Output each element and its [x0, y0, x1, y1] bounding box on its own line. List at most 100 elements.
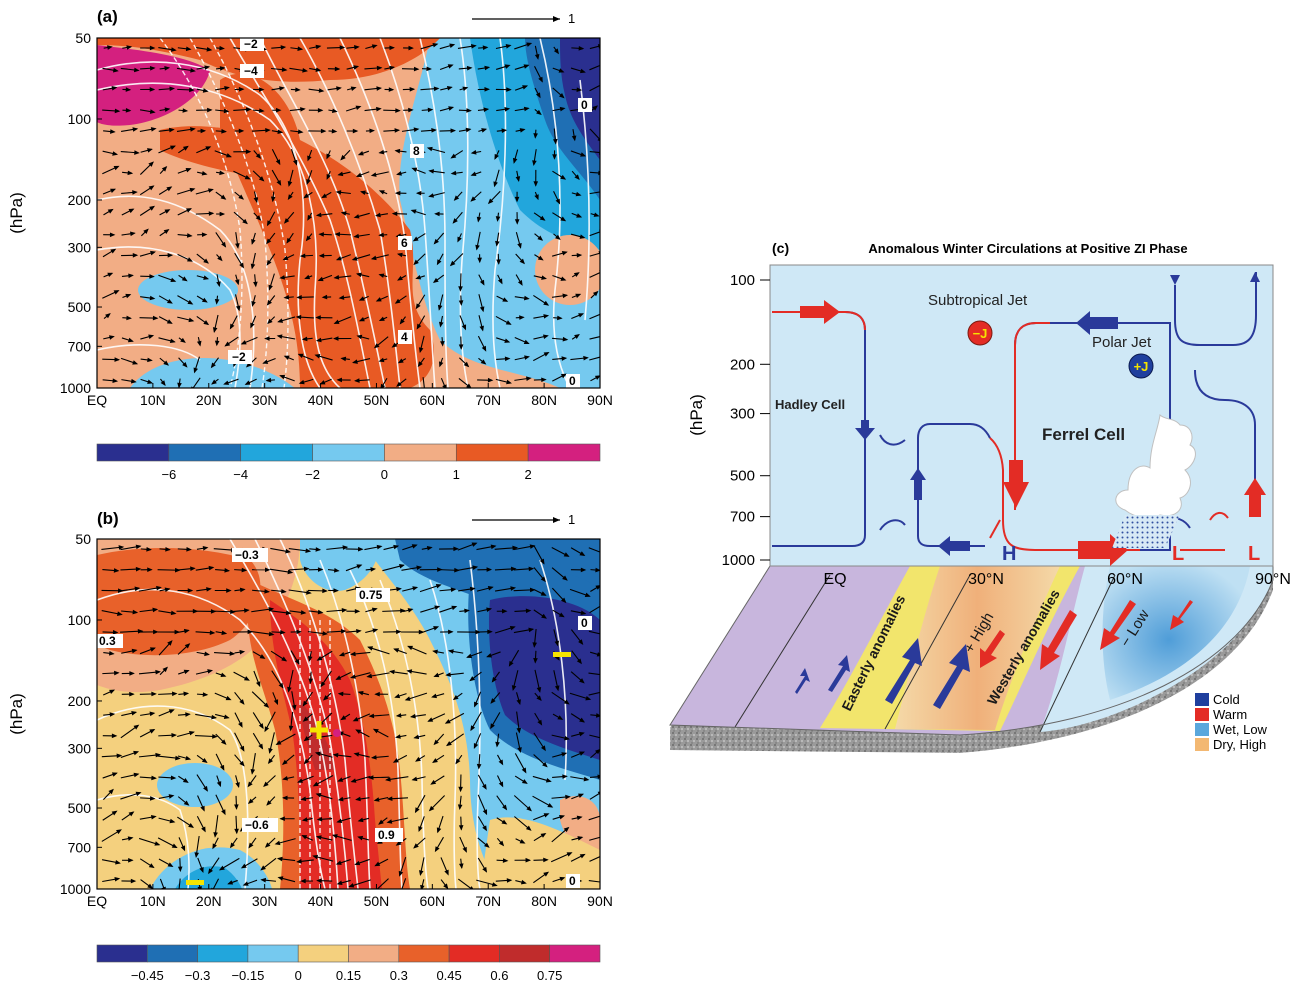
minus-marker [186, 880, 204, 885]
y-tick-label: 200 [68, 693, 92, 709]
y-tick-label: 1000 [722, 552, 755, 569]
panel-b: (b) 1 [7, 509, 613, 983]
y-tick-label: 700 [68, 839, 92, 855]
colorbar-tick-label: 0.75 [537, 968, 562, 983]
y-tick-label: 50 [75, 30, 91, 46]
contour-label: 0 [569, 374, 576, 388]
contour-label: 6 [401, 236, 408, 250]
colorbar-swatch [384, 443, 457, 462]
x-tick-label: 50N [364, 392, 390, 408]
colorbar-swatch [96, 944, 148, 963]
x-tick-label: 30°N [968, 571, 1004, 588]
high-h-label: H [1002, 543, 1016, 565]
colorbar-tick-label: −0.15 [231, 968, 264, 983]
colorbar-swatch [247, 944, 299, 963]
x-tick-label: 40N [308, 392, 334, 408]
legend-label: Dry, High [1213, 737, 1266, 752]
panel-b-field: −0.3 0.75 0 0.3 −0.6 0.9 0 [97, 539, 600, 889]
x-tick-label: 20N [196, 392, 222, 408]
panel-c-title: Anomalous Winter Circulations at Positiv… [868, 241, 1187, 256]
colorbar-swatch [499, 944, 550, 963]
contour-label: −0.3 [235, 548, 259, 562]
colorbar-tick-label: −0.45 [131, 968, 164, 983]
y-tick-label: 1000 [60, 380, 91, 396]
contour-label: 0.9 [378, 828, 395, 842]
legend-label: Cold [1213, 692, 1240, 707]
contour-label: 0.75 [359, 588, 383, 602]
colorbar-swatch [240, 443, 313, 462]
panel-a-ylabel: (hPa) [7, 192, 26, 234]
colorbar-swatch [147, 944, 198, 963]
panel-a-vector-key-label: 1 [568, 11, 575, 26]
x-tick-label: 70N [475, 392, 501, 408]
contour-label: 8 [413, 144, 420, 158]
panel-a-vector-key: 1 [472, 11, 575, 26]
x-tick-label: 10N [140, 392, 166, 408]
colorbar-swatch [197, 944, 249, 963]
colorbar-tick-label: 0.6 [490, 968, 508, 983]
x-tick-label: EQ [87, 392, 107, 408]
colorbar-swatch [455, 443, 529, 462]
panel-a: (a) 1 [7, 7, 613, 482]
colorbar-swatch [398, 944, 450, 963]
colorbar-tick-label: 1 [453, 467, 460, 482]
panel-c-label: (c) [772, 240, 789, 256]
ferrel-cell-label: Ferrel Cell [1042, 425, 1125, 444]
panel-b-vector-key: 1 [472, 512, 575, 527]
minus-marker [553, 652, 571, 657]
x-tick-label: EQ [87, 893, 107, 909]
x-tick-label: 70N [475, 893, 501, 909]
legend-label: Wet, Low [1213, 722, 1268, 737]
x-tick-label: 90°N [1255, 571, 1291, 588]
y-tick-label: 200 [68, 192, 92, 208]
x-tick-label: 90N [587, 893, 613, 909]
colorbar-tick-label: 0.45 [436, 968, 461, 983]
colorbar-tick-label: 0.15 [336, 968, 361, 983]
y-tick-label: 100 [68, 612, 92, 628]
colorbar-tick-label: −0.3 [185, 968, 211, 983]
y-tick-label: 200 [730, 356, 755, 373]
contour-label: −4 [244, 64, 258, 78]
x-tick-label: 60°N [1107, 571, 1143, 588]
subtropical-jet-marker: −J [967, 320, 993, 346]
legend-swatch [1195, 738, 1209, 751]
panel-c: (c) Anomalous Winter Circulations at Pos… [669, 240, 1291, 753]
panel-b-label: (b) [97, 509, 119, 528]
legend-label: Warm [1213, 707, 1247, 722]
y-tick-label: 500 [68, 299, 92, 315]
x-tick-label: EQ [823, 571, 846, 588]
polar-jet-label: Polar Jet [1092, 334, 1152, 351]
colorbar-tick-label: 2 [525, 467, 532, 482]
colorbar-swatch [348, 944, 400, 963]
colorbar-swatch [312, 443, 385, 462]
y-tick-label: 300 [68, 740, 92, 756]
x-tick-label: 60N [419, 893, 445, 909]
contour-label: 0 [581, 98, 588, 112]
contour-label: 0.3 [99, 634, 116, 648]
x-tick-label: 80N [531, 392, 557, 408]
colorbar-tick-label: −6 [161, 467, 176, 482]
contour-label: 0 [569, 874, 576, 888]
x-tick-label: 40N [308, 893, 334, 909]
y-tick-label: 100 [730, 272, 755, 289]
contour-label: −0.6 [245, 818, 269, 832]
low-l-label: L [1248, 543, 1260, 565]
panel-b-ylabel: (hPa) [7, 693, 26, 735]
x-tick-label: 50N [364, 893, 390, 909]
colorbar-tick-label: 0 [295, 968, 302, 983]
legend-swatch [1195, 723, 1209, 736]
contour-label: −2 [232, 350, 246, 364]
hadley-cell-label: Hadley Cell [775, 397, 845, 412]
panel-b-vector-key-label: 1 [568, 512, 575, 527]
thermal-cell-loop [917, 423, 991, 547]
y-tick-label: 300 [730, 406, 755, 423]
contour-label: 0 [581, 616, 588, 630]
y-tick-label: 500 [730, 468, 755, 485]
y-tick-label: 1000 [60, 881, 91, 897]
x-tick-label: 60N [419, 392, 445, 408]
y-tick-label: 100 [68, 111, 92, 127]
colorbar-tick-label: 0.3 [390, 968, 408, 983]
contour-label: 4 [401, 330, 408, 344]
colorbar-tick-label: −2 [305, 467, 320, 482]
